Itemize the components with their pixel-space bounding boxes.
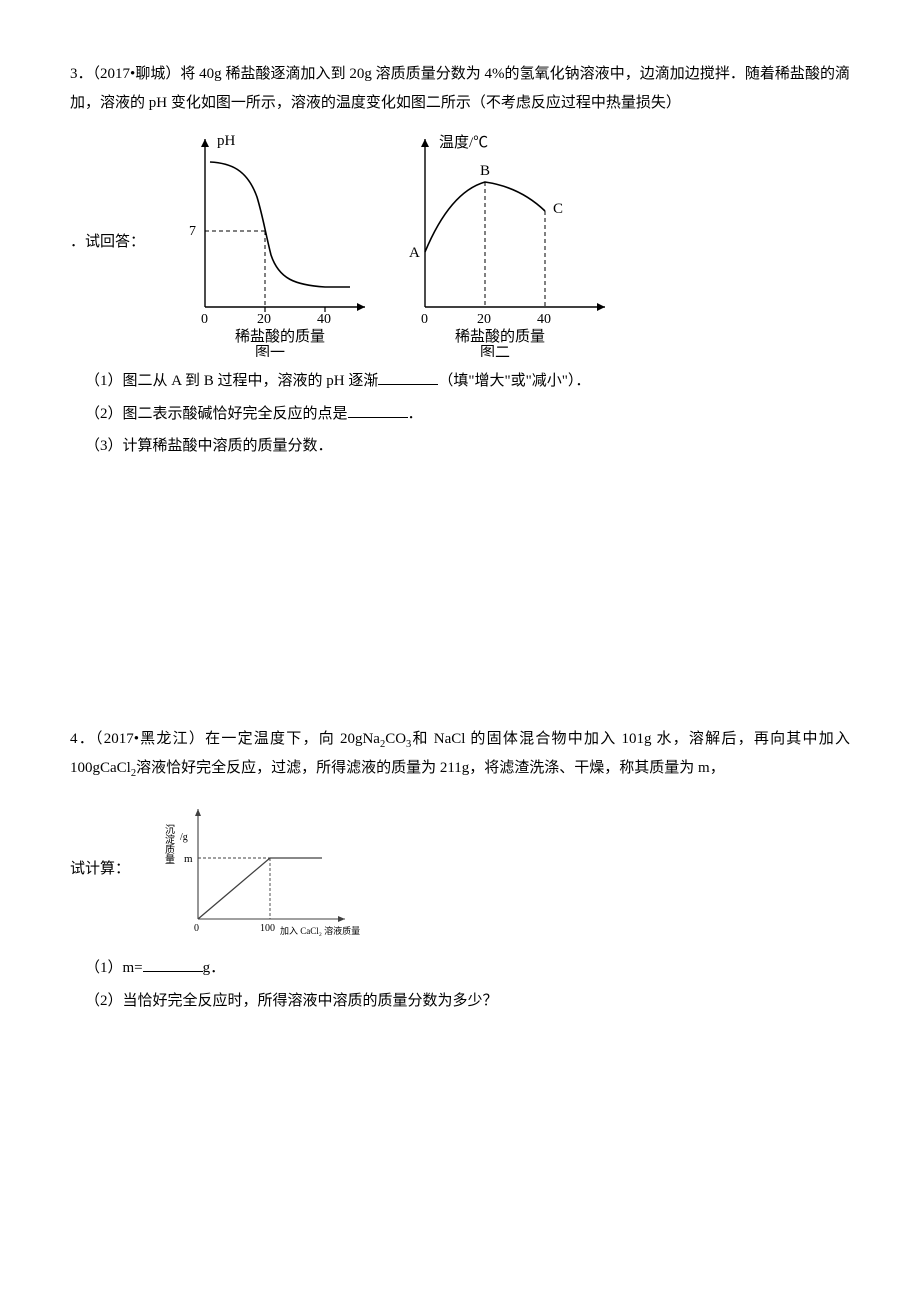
q4-x100: 100 xyxy=(260,923,275,934)
fig1-x20: 20 xyxy=(257,312,271,327)
q4-figure: 沉淀质量 /g m 0 100 加入 CaCl₂ 溶液质量/g xyxy=(150,794,360,944)
q4-stem-d: 溶液恰好完全反应，过滤，所得滤液的质量为 211g，将滤渣洗涤、干燥，称其质量为… xyxy=(136,760,725,776)
fig2-x20: 20 xyxy=(477,312,491,327)
q3-stem: 3．（2017•聊城）将 40g 稀盐酸逐滴加入到 20g 溶质质量分数为 4%… xyxy=(70,60,850,117)
fig1-ylabel: pH xyxy=(217,133,236,149)
q3-sub2-b: ． xyxy=(408,406,423,422)
q3-figure2: 温度/℃ A B C 0 20 40 稀盐酸的质量 图二 xyxy=(395,127,615,357)
fig2-xlabel: 稀盐酸的质量 xyxy=(455,328,545,345)
q3-figure-row: ．试回答： pH 7 0 20 40 稀盐酸的质量 图一 温度/℃ xyxy=(70,127,850,357)
blank xyxy=(378,369,438,385)
q4-figure-row: 试计算： 沉淀质量 /g m 0 100 加入 CaCl₂ 溶液质量/g xyxy=(70,794,850,944)
fig2-x40: 40 xyxy=(537,312,551,327)
q3-sub1-b: （填"增大"或"减小"）． xyxy=(438,373,590,389)
q4-m: m xyxy=(184,853,193,865)
q3-sub2: （2）图二表示酸碱恰好完全反应的点是 ． xyxy=(70,400,850,429)
fig2-caption: 图二 xyxy=(480,344,510,357)
q4-sub1-a: （1）m= xyxy=(85,960,143,976)
fig2-B: B xyxy=(480,163,490,179)
q3-figure1: pH 7 0 20 40 稀盐酸的质量 图一 xyxy=(165,127,375,357)
blank xyxy=(348,402,408,418)
fig1-ytick: 7 xyxy=(189,224,196,239)
spacer xyxy=(70,465,850,725)
q4-x0: 0 xyxy=(194,923,199,934)
q4-sub1-b: g． xyxy=(203,960,226,976)
q3-sub1: （1）图二从 A 到 B 过程中，溶液的 pH 逐渐 （填"增大"或"减小"）． xyxy=(70,367,850,396)
fig2-x0: 0 xyxy=(421,312,428,327)
q3-sub3: （3）计算稀盐酸中溶质的质量分数． xyxy=(70,432,850,461)
fig1-x40: 40 xyxy=(317,312,331,327)
fig1-caption: 图一 xyxy=(255,344,285,357)
q4-stem: 4．（2017•黑龙江）在一定温度下，向 20gNa2CO3和 NaCl 的固体… xyxy=(70,725,850,785)
fig2-A: A xyxy=(409,245,420,261)
q3-sub2-a: （2）图二表示酸碱恰好完全反应的点是 xyxy=(85,406,348,422)
q4-sub2: （2）当恰好完全反应时，所得溶液中溶质的质量分数为多少？ xyxy=(70,987,850,1016)
fig1-x0: 0 xyxy=(201,312,208,327)
q4-ylabel2: /g xyxy=(180,832,188,843)
q4-ylabel1: 沉淀质量 xyxy=(163,823,175,864)
q4-sub1: （1）m= g． xyxy=(70,954,850,983)
q4-xlabel: 加入 CaCl₂ 溶液质量/g xyxy=(280,925,360,936)
q4-stem-b: CO xyxy=(385,731,406,747)
fig2-ylabel: 温度/℃ xyxy=(439,134,488,151)
q4-inline-left: 试计算： xyxy=(70,855,130,884)
q3-inline-left: ．试回答： xyxy=(70,228,145,257)
q4-stem-a: 4．（2017•黑龙江）在一定温度下，向 20gNa xyxy=(70,731,380,747)
fig1-xlabel: 稀盐酸的质量 xyxy=(235,328,325,345)
fig2-C: C xyxy=(553,201,563,217)
blank xyxy=(143,956,203,972)
q3-sub1-a: （1）图二从 A 到 B 过程中，溶液的 pH 逐渐 xyxy=(85,373,378,389)
